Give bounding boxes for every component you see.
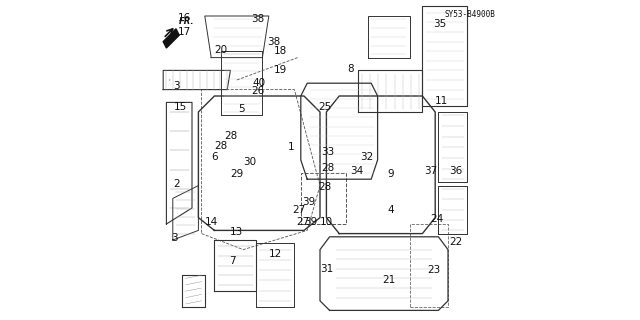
Text: 28: 28: [321, 163, 335, 173]
Text: 35: 35: [433, 19, 447, 29]
Text: 38: 38: [251, 14, 264, 24]
Text: 33: 33: [321, 147, 335, 157]
Text: 38: 38: [267, 36, 280, 47]
Text: 10: 10: [320, 217, 333, 228]
Text: 32: 32: [360, 152, 373, 162]
Text: 16: 16: [177, 12, 191, 23]
Text: 34: 34: [350, 166, 364, 176]
Text: FR.: FR.: [179, 17, 195, 26]
Text: 18: 18: [273, 46, 287, 56]
Text: 23: 23: [427, 265, 440, 276]
Text: 3: 3: [173, 81, 179, 92]
Text: 5: 5: [238, 104, 245, 114]
Text: 40: 40: [253, 78, 266, 88]
Text: 19: 19: [273, 65, 287, 76]
Text: 24: 24: [430, 214, 444, 224]
Text: 2: 2: [173, 179, 180, 189]
Text: 27: 27: [292, 204, 306, 215]
Text: 21: 21: [382, 275, 396, 285]
Text: 27: 27: [296, 217, 309, 228]
Text: 30: 30: [243, 156, 256, 167]
Text: 25: 25: [318, 102, 332, 112]
Text: 7: 7: [228, 256, 236, 266]
Text: 15: 15: [174, 102, 188, 112]
Text: 14: 14: [205, 217, 218, 228]
Text: 28: 28: [214, 140, 227, 151]
Text: 8: 8: [347, 64, 354, 74]
Polygon shape: [163, 29, 179, 48]
Text: 28: 28: [224, 131, 237, 141]
Text: 4: 4: [387, 204, 394, 215]
Text: 22: 22: [449, 236, 463, 247]
Text: 12: 12: [269, 249, 282, 260]
Text: 36: 36: [449, 166, 463, 176]
Bar: [410, 224, 448, 307]
Text: 1: 1: [288, 142, 294, 152]
Text: 17: 17: [177, 27, 191, 37]
Text: 6: 6: [211, 152, 218, 162]
Text: 31: 31: [320, 264, 333, 274]
Text: 37: 37: [424, 166, 437, 176]
Text: 29: 29: [230, 169, 243, 180]
Text: 9: 9: [387, 169, 394, 180]
Text: 3: 3: [171, 233, 178, 244]
Text: 28: 28: [318, 182, 332, 192]
Bar: [438, 186, 467, 234]
Text: SY53-B4900B: SY53-B4900B: [445, 10, 495, 19]
Text: 11: 11: [435, 96, 448, 106]
Text: 39: 39: [302, 196, 316, 207]
Text: 26: 26: [251, 86, 264, 96]
Text: 20: 20: [214, 44, 227, 55]
Text: 13: 13: [230, 227, 243, 237]
Text: 39: 39: [304, 217, 317, 228]
